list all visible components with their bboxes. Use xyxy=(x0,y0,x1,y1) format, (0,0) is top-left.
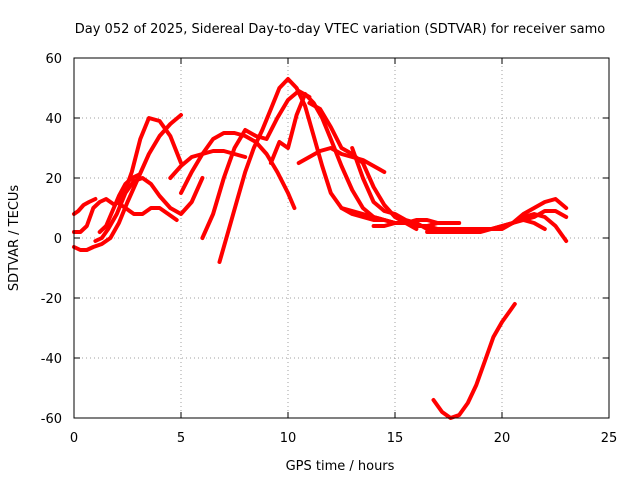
series-arc-6 xyxy=(114,200,179,222)
series-arc-8 xyxy=(179,131,297,210)
series-arc-3 xyxy=(72,197,98,216)
x-tick-label: 25 xyxy=(601,431,618,446)
x-tick-label: 5 xyxy=(177,431,185,446)
series-arc-9 xyxy=(200,89,312,240)
y-tick-label: -60 xyxy=(41,412,62,427)
y-tick-label: 20 xyxy=(45,172,62,187)
series-arc-11 xyxy=(268,92,440,228)
series-arc-19 xyxy=(431,302,517,420)
series-arc-18 xyxy=(521,209,569,222)
x-tick-label: 20 xyxy=(494,431,511,446)
series-arc-15 xyxy=(350,146,569,243)
series-arc-12 xyxy=(296,146,387,174)
series-arc-13 xyxy=(307,101,419,231)
grid xyxy=(74,58,609,418)
tick-labels: 0 5 10 15 20 25 -60 -40 -20 0 20 40 60 xyxy=(41,52,618,446)
plot-frame xyxy=(73,57,610,419)
series-arc-1 xyxy=(72,116,183,234)
x-tick-label: 15 xyxy=(387,431,404,446)
series-arc-10 xyxy=(217,77,397,264)
x-tick-label: 0 xyxy=(70,431,78,446)
y-tick-label: 40 xyxy=(45,112,62,127)
y-tick-label: -40 xyxy=(41,352,62,367)
series-arc-16 xyxy=(371,218,462,228)
series-arc-2 xyxy=(72,113,183,252)
x-tick-label: 10 xyxy=(280,431,297,446)
y-tick-label: 60 xyxy=(45,52,62,67)
series-arc-5 xyxy=(97,173,141,234)
y-tick-label: 0 xyxy=(54,232,62,247)
series-arc-4 xyxy=(93,176,205,243)
series-arc-17 xyxy=(425,197,569,234)
chart-title: Day 052 of 2025, Sidereal Day-to-day VTE… xyxy=(75,22,606,37)
y-tick-label: -20 xyxy=(41,292,62,307)
x-axis-label: GPS time / hours xyxy=(286,459,395,474)
series-layer xyxy=(72,77,569,420)
y-axis-label: SDTVAR / TECUs xyxy=(7,185,22,292)
